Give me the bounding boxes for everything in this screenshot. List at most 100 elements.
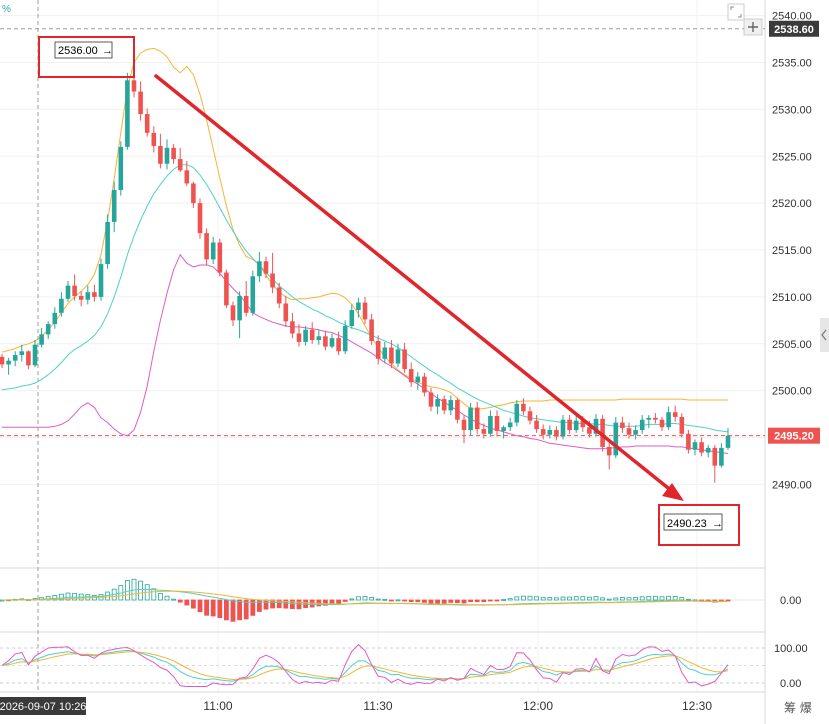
high-annotation: 2536.00 → xyxy=(38,36,135,78)
bb-upper-line xyxy=(1,47,728,410)
macd-histogram-bar xyxy=(435,599,441,604)
macd-histogram-bar xyxy=(283,599,289,609)
kdj-panel xyxy=(0,643,765,687)
candle-body xyxy=(527,411,533,421)
candle-body xyxy=(600,418,605,447)
macd-histogram-bar xyxy=(474,599,480,603)
macd-histogram-bar xyxy=(190,599,196,609)
candle-body xyxy=(389,347,394,364)
macd-histogram-bar xyxy=(375,598,381,601)
candlestick-series xyxy=(0,53,731,483)
candle-body xyxy=(474,407,480,430)
candle-body xyxy=(131,80,137,92)
macd-histogram-bar xyxy=(184,599,190,606)
macd-histogram-bar xyxy=(151,588,157,601)
macd-histogram-bar xyxy=(59,593,64,601)
arrow-right-icon: → xyxy=(712,518,723,530)
candle-body xyxy=(402,349,407,370)
expand-button[interactable] xyxy=(727,3,745,21)
candle-body xyxy=(270,273,275,288)
price-tick: 2540.00 xyxy=(772,11,812,23)
candle-body xyxy=(177,159,183,171)
arrow-right-icon: → xyxy=(102,45,113,57)
candle-body xyxy=(323,336,328,347)
macd-histogram-bar xyxy=(289,599,295,609)
candle-body xyxy=(303,329,308,342)
macd-zero-label: 0.00 xyxy=(780,595,801,607)
candle-body xyxy=(593,418,599,434)
candle-body xyxy=(507,422,513,428)
candle-body xyxy=(686,433,691,450)
candle-body xyxy=(725,435,731,448)
candle-body xyxy=(98,264,104,297)
candle-body xyxy=(613,422,619,456)
crosshair-time-tag xyxy=(0,697,86,715)
macd-histogram-bar xyxy=(421,599,427,603)
macd-histogram-bar xyxy=(587,596,592,601)
candle-body xyxy=(705,447,711,453)
candle-body xyxy=(369,319,374,341)
side-panel-toggle[interactable] xyxy=(820,318,829,352)
candle-body xyxy=(342,325,348,352)
price-tick: 2525.00 xyxy=(772,151,812,163)
macd-histogram-bar xyxy=(686,598,691,601)
candle-body xyxy=(118,146,124,191)
candle-body xyxy=(12,355,18,361)
low-value: 2490.23 xyxy=(667,518,707,530)
candle-body xyxy=(78,295,84,300)
candle-body xyxy=(560,419,566,437)
candle-body xyxy=(521,403,526,412)
candle-body xyxy=(415,376,421,383)
candle-body xyxy=(65,285,71,299)
macd-histogram-bar xyxy=(52,595,58,601)
macd-histogram-bar xyxy=(521,595,526,601)
candle-body xyxy=(111,190,117,222)
candle-body xyxy=(448,400,454,411)
candle-body xyxy=(26,351,31,366)
crosshair-time-label: 2026-09-07 10:26 xyxy=(0,701,86,713)
candle-body xyxy=(138,91,143,115)
price-tick: 2505.00 xyxy=(772,339,812,351)
candle-body xyxy=(19,351,25,356)
macd-histogram-bar xyxy=(507,598,513,601)
candle-body xyxy=(382,347,388,359)
add-price-line-button[interactable] xyxy=(743,18,763,36)
time-tick-1100: 11:00 xyxy=(203,699,232,713)
candle-body xyxy=(699,442,704,453)
candle-body xyxy=(666,412,671,428)
macd-histogram-bar xyxy=(355,596,361,601)
watermark-text: 筹 爆 xyxy=(784,701,812,715)
price-tick: 2520.00 xyxy=(772,198,812,210)
macd-histogram-bar xyxy=(527,595,533,601)
candle-body xyxy=(567,419,572,431)
candle-body xyxy=(395,349,401,364)
candle-body xyxy=(349,310,355,326)
candle-body xyxy=(237,295,242,321)
candle-body xyxy=(422,376,427,393)
candle-body xyxy=(679,416,685,434)
macd-histogram-bar xyxy=(659,596,665,601)
macd-histogram-bar xyxy=(138,580,144,601)
macd-histogram-bar xyxy=(666,595,671,601)
kdj-lower-label: 0.00 xyxy=(780,678,801,690)
macd-histogram-bar xyxy=(428,599,434,604)
price-tick: 2490.00 xyxy=(772,479,812,491)
macd-histogram-bar xyxy=(276,599,282,609)
macd-histogram-bar xyxy=(349,598,355,601)
candle-body xyxy=(32,344,38,366)
macd-histogram-bar xyxy=(593,596,599,601)
macd-histogram-bar xyxy=(468,599,474,603)
kdj-d-line xyxy=(1,651,729,681)
macd-histogram-bar xyxy=(606,598,612,601)
macd-histogram-bar xyxy=(653,595,658,601)
candle-body xyxy=(461,419,467,431)
macd-histogram-bar xyxy=(448,599,454,603)
candle-body xyxy=(52,312,58,325)
candle-body xyxy=(712,447,718,466)
candle-body xyxy=(547,430,553,435)
candle-body xyxy=(72,285,77,296)
bb-mid-line xyxy=(1,164,729,433)
candle-body xyxy=(0,356,5,365)
candle-body xyxy=(672,412,678,417)
